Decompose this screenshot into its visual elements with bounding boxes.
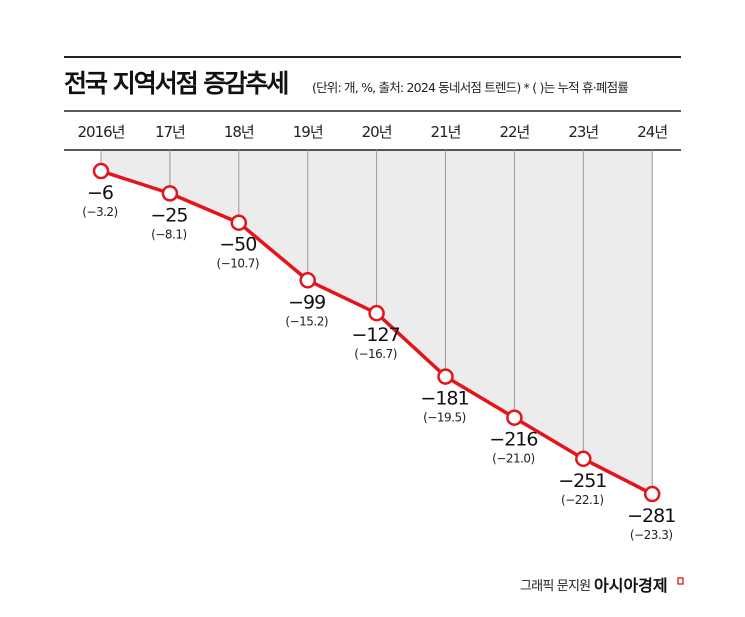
data-label: −216	[489, 429, 537, 451]
x-tick-label: 21년	[431, 123, 461, 141]
data-label: −251	[558, 470, 606, 492]
rate-label: (−21.0)	[492, 452, 535, 466]
data-point	[161, 185, 179, 202]
data-label: −181	[420, 388, 468, 410]
rate-label: (−15.2)	[285, 314, 328, 328]
rate-label: (−19.5)	[423, 411, 466, 425]
x-tick-label: 18년	[224, 123, 254, 141]
x-tick-label: 19년	[293, 123, 323, 141]
data-point	[368, 304, 385, 322]
x-tick-label: 2016년	[78, 123, 125, 141]
brand-logo: 아시아경제	[594, 576, 668, 595]
x-tick-label: 20년	[362, 123, 392, 141]
rate-label: (−10.7)	[216, 257, 259, 271]
data-label: −50	[219, 234, 256, 256]
data-label: −99	[288, 291, 325, 313]
brand-mark-icon	[677, 577, 684, 585]
data-label: −25	[150, 204, 187, 226]
data-point	[506, 409, 523, 426]
rate-label: (−8.1)	[151, 227, 187, 241]
rate-label: (−16.7)	[354, 347, 397, 361]
chart-subtitle: (단위: 개, %, 출처: 2024 동네서점 트렌드) * ( )는 누적 …	[312, 80, 628, 95]
x-tick-label: 22년	[499, 123, 529, 141]
data-point	[643, 485, 661, 503]
rate-label: (−22.1)	[561, 493, 604, 507]
data-point	[92, 162, 110, 180]
credit: 그래픽 문지원	[520, 579, 590, 594]
x-tick-label: 24년	[637, 123, 667, 141]
data-point	[230, 214, 248, 231]
rate-label: (−3.2)	[82, 205, 118, 219]
data-label: −127	[352, 324, 400, 346]
chart-title: 전국 지역서점 증감추세	[64, 69, 287, 98]
data-point	[575, 450, 592, 468]
data-point	[299, 272, 316, 289]
rate-label: (−23.3)	[630, 528, 673, 542]
x-tick-label: 17년	[155, 123, 185, 141]
data-label: −281	[627, 505, 675, 527]
data-label: −6	[87, 182, 113, 204]
x-tick-label: 23년	[568, 123, 598, 141]
data-point	[437, 368, 454, 385]
